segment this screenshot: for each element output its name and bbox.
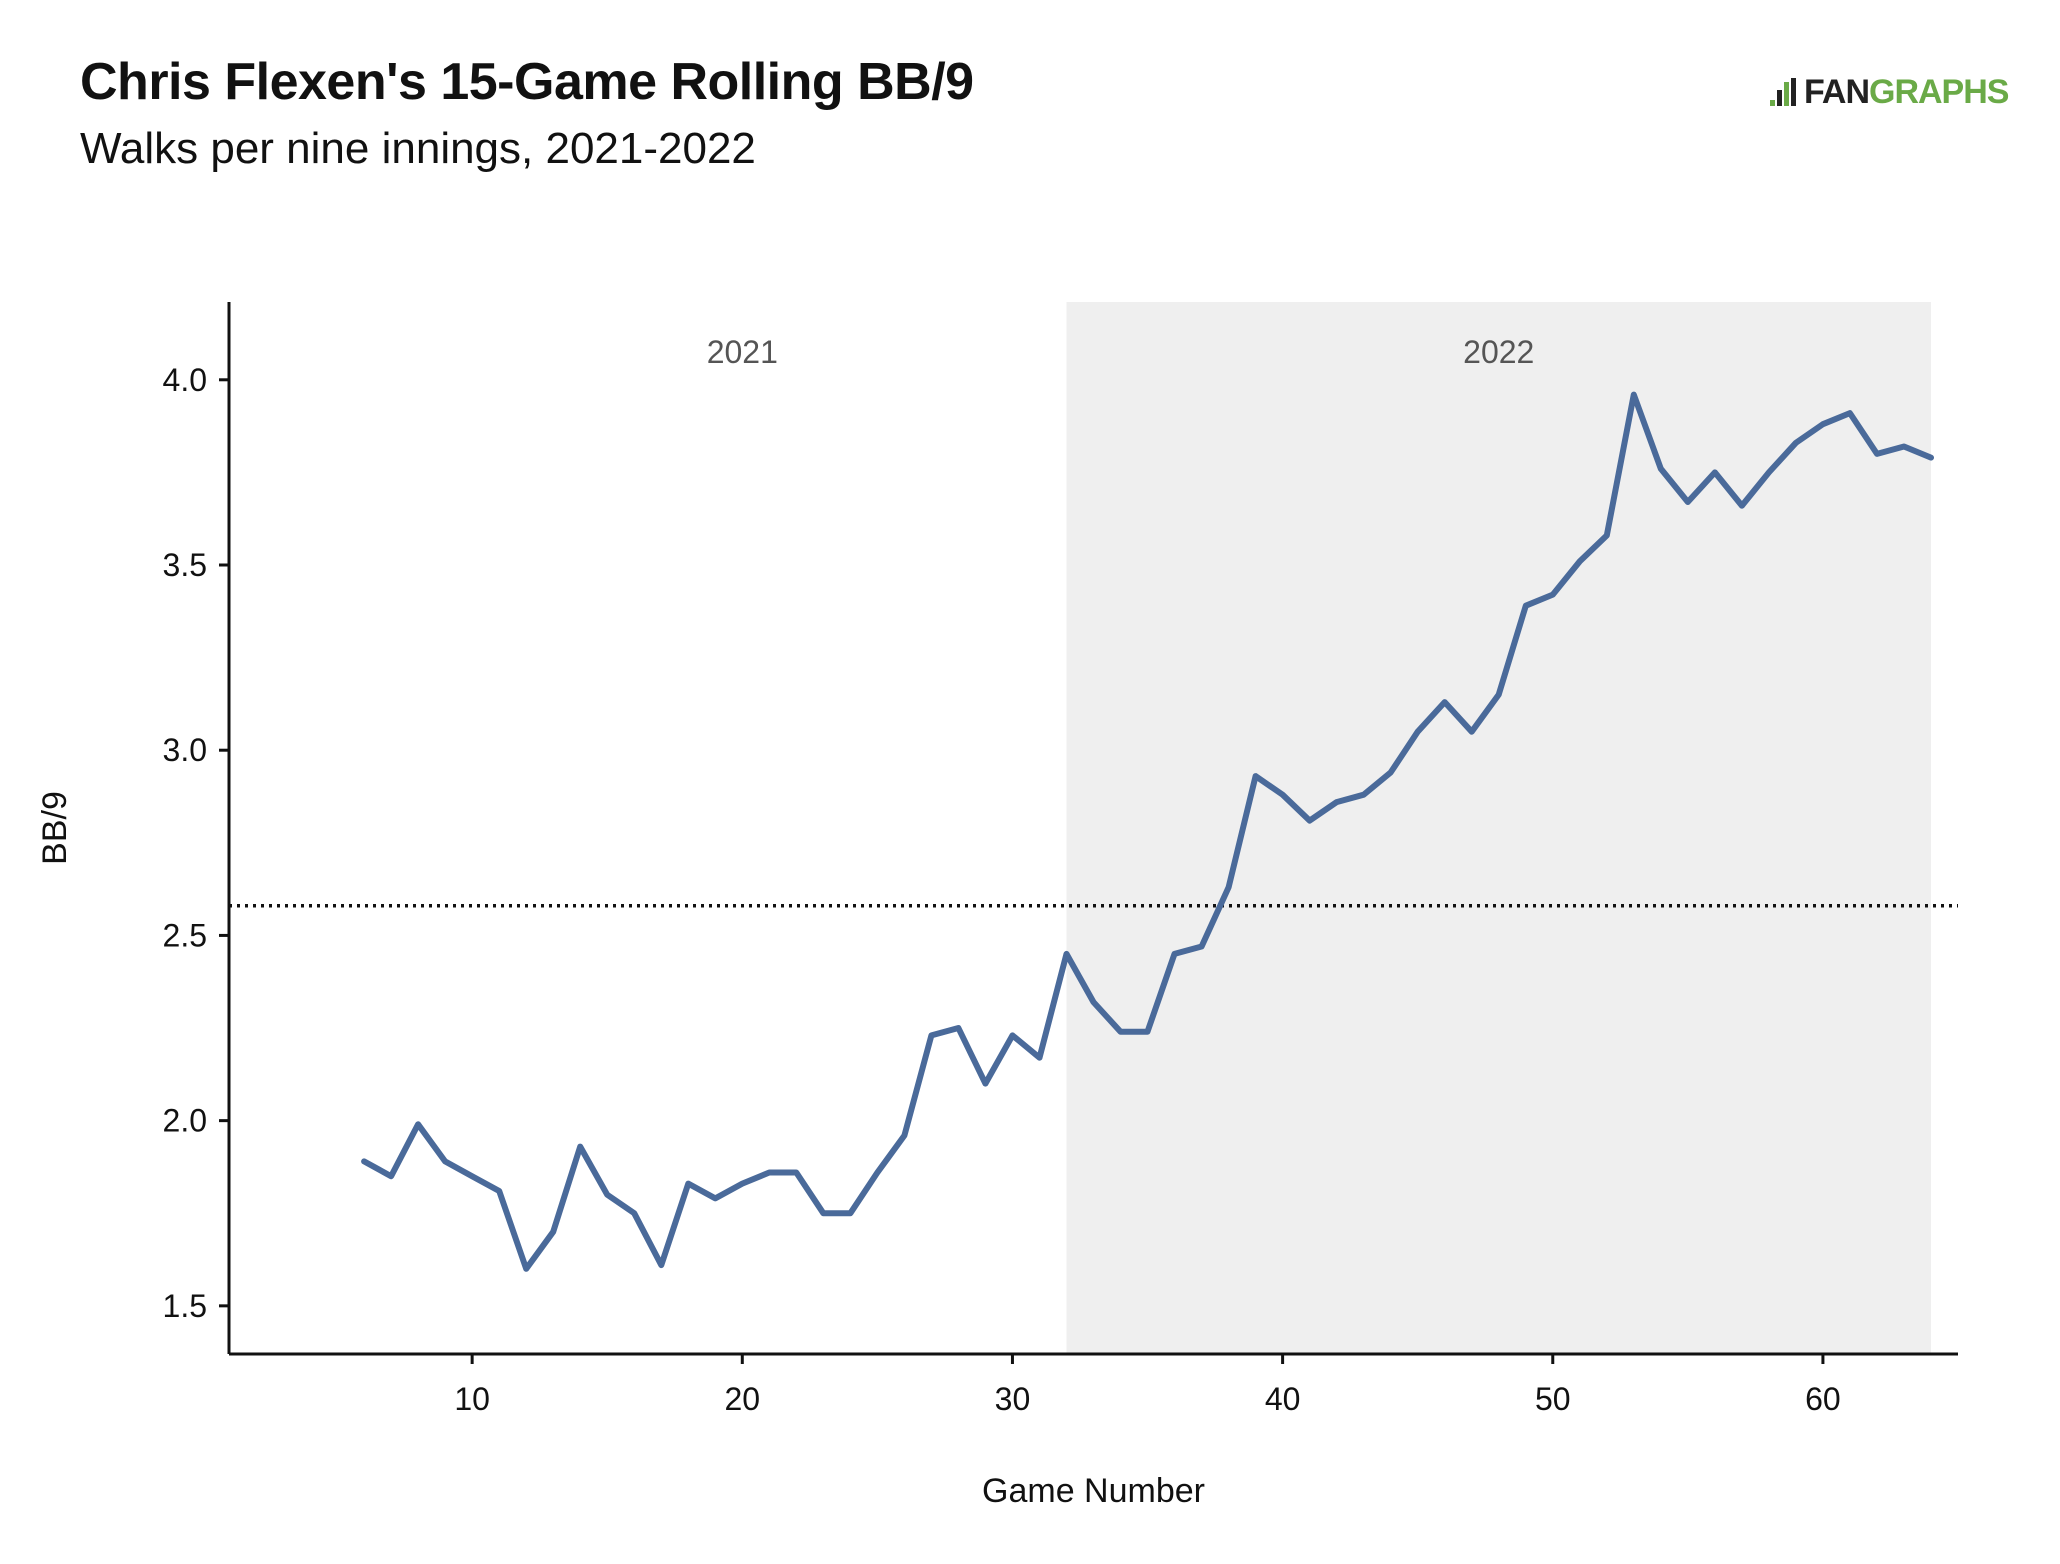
series-line — [361, 391, 1934, 1272]
x-tick-label: 40 — [1265, 1381, 1301, 1417]
y-tick-label: 2.5 — [163, 917, 207, 953]
chart-title: Chris Flexen's 15-Game Rolling BB/9 — [80, 53, 974, 111]
x-tick-label: 50 — [1535, 1381, 1571, 1417]
x-tick-label: 20 — [725, 1381, 761, 1417]
y-axis-title: BB/9 — [36, 791, 74, 865]
x-tick-label: 30 — [995, 1381, 1031, 1417]
logo-fan-text: FAN — [1804, 73, 1870, 111]
x-axis-title: Game Number — [982, 1472, 1205, 1510]
x-tick-label: 10 — [454, 1381, 490, 1417]
y-tick-label: 3.5 — [163, 547, 207, 583]
fangraphs-logo: FAN GRAPHS — [1770, 73, 2009, 112]
y-tick-label: 1.5 — [163, 1288, 207, 1324]
x-tick-label: 60 — [1805, 1381, 1841, 1417]
logo-graphs-text: GRAPHS — [1869, 73, 2009, 111]
chart-subtitle: Walks per nine innings, 2021-2022 — [80, 124, 756, 173]
fangraphs-logo-icon — [1770, 76, 1800, 110]
y-tick-label: 2.0 — [163, 1103, 207, 1139]
season-label-2022: 2022 — [1463, 334, 1534, 370]
season-label-2021: 2021 — [707, 334, 778, 370]
y-tick-label: 4.0 — [163, 362, 207, 398]
y-tick-label: 3.0 — [163, 732, 207, 768]
season-2022-shaded-region — [1066, 302, 1931, 1354]
